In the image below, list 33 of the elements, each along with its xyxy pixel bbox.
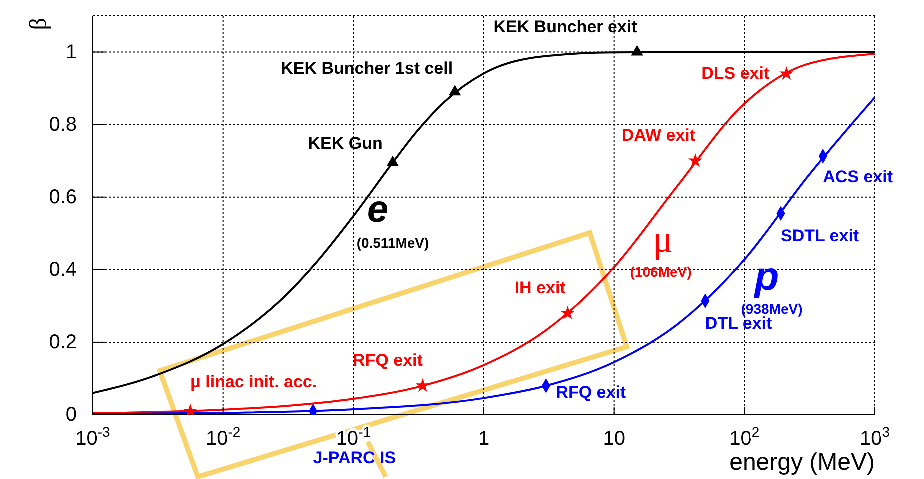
annotation: (0.511MeV) bbox=[356, 235, 430, 251]
data-label: RFQ exit bbox=[353, 350, 424, 370]
data-label: KEK Buncher exit bbox=[494, 17, 638, 36]
series-label: p bbox=[754, 255, 780, 299]
annotation: (938MeV) bbox=[741, 301, 803, 317]
annotation: (106MeV) bbox=[630, 264, 692, 280]
data-label: SDTL exit bbox=[781, 226, 860, 246]
x-tick-label: 10$^{3}$ bbox=[860, 424, 890, 450]
y-axis-title: β bbox=[26, 18, 52, 30]
y-tick-label: 0.6 bbox=[49, 186, 77, 208]
x-tick-label: 1 bbox=[478, 428, 490, 450]
x-tick-label: 10$^{-1}$ bbox=[336, 424, 372, 450]
x-tick-label: 10$^{-2}$ bbox=[206, 424, 241, 450]
series-label: e bbox=[367, 189, 389, 231]
data-label: J-PARC IS bbox=[313, 448, 396, 468]
y-tick-label: 0.2 bbox=[49, 331, 77, 354]
data-label: DAW exit bbox=[622, 126, 696, 146]
y-tick-label: 0.8 bbox=[49, 114, 77, 136]
data-label: IH exit bbox=[514, 278, 566, 298]
x-tick-label: 10$^{2}$ bbox=[730, 424, 760, 450]
x-axis-title: energy (MeV) bbox=[730, 449, 875, 476]
data-label: ACS exit bbox=[823, 167, 894, 186]
series-label: μ bbox=[652, 219, 674, 261]
x-tick-label: 10$^{-3}$ bbox=[76, 424, 111, 450]
data-label: KEK Gun bbox=[308, 134, 383, 153]
y-tick-label: 1 bbox=[66, 41, 77, 64]
y-tick-label: 0 bbox=[66, 404, 77, 426]
y-tick-label: 0.4 bbox=[49, 258, 77, 281]
x-tick-label: 10 bbox=[603, 428, 626, 450]
data-label: μ linac init. acc. bbox=[190, 372, 318, 392]
data-label: DLS exit bbox=[702, 64, 770, 84]
data-label: KEK Buncher 1st cell bbox=[281, 59, 454, 78]
data-label: RFQ exit bbox=[556, 382, 626, 402]
